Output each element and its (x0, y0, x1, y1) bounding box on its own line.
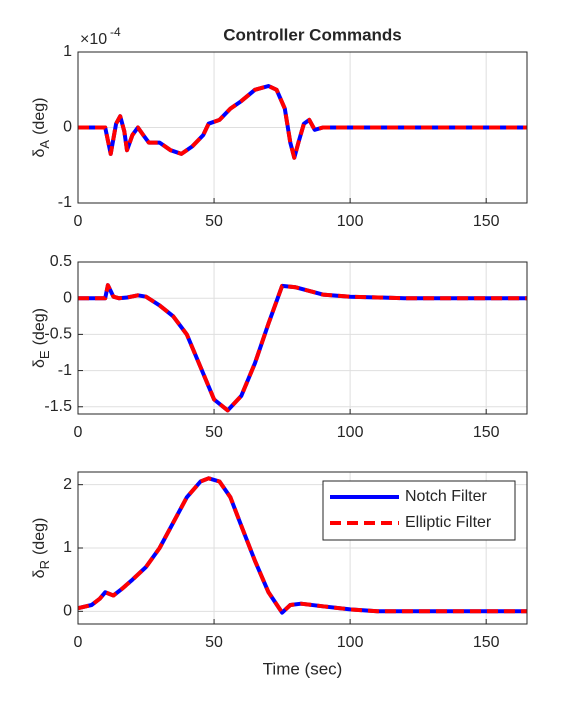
x-tick-label: 100 (337, 213, 364, 230)
x-tick-label: 150 (473, 213, 500, 230)
y-label-unit: (deg) (31, 98, 48, 135)
y-label-unit: (deg) (31, 518, 48, 555)
x-tick-label: 0 (74, 634, 83, 651)
chart-title: Controller Commands (223, 25, 402, 44)
y-tick-label: 0 (63, 289, 72, 306)
axes-frame (77, 471, 528, 625)
x-tick-label: 0 (74, 213, 83, 230)
x-axis-label: Time (sec) (263, 659, 343, 678)
series-line (78, 283, 527, 413)
x-tick-label: 150 (473, 634, 500, 651)
y-label-symbol: δ (31, 148, 48, 157)
series-line (77, 476, 527, 615)
y-label-subscript: R (37, 560, 52, 569)
legend-box (322, 480, 516, 541)
axes-frame (77, 261, 528, 415)
legend-label: Elliptic Filter (405, 514, 492, 531)
y-tick-label: 2 (63, 476, 72, 493)
y-label-unit: (deg) (31, 308, 48, 345)
x-tick-label: 100 (337, 634, 364, 651)
x-tick-label: 150 (473, 424, 500, 441)
y-tick-label: 1 (63, 539, 72, 556)
y-axis-label: δA (deg) (31, 98, 52, 158)
y-exponent: ×10 (80, 31, 107, 48)
y-tick-label: 0 (63, 119, 72, 136)
axes-frame (77, 51, 528, 204)
y-label-symbol: δ (31, 569, 48, 578)
y-tick-label: 1 (63, 43, 72, 60)
y-label-symbol: δ (31, 359, 48, 368)
subplot: 0 50 100 150 0 1 2 δR (deg) Time (sec) Notch Filte… (31, 471, 528, 678)
x-tick-label: 50 (205, 634, 223, 651)
y-exponent-power: -4 (110, 25, 121, 39)
y-tick-label: -1 (58, 194, 72, 211)
y-tick-label: 0 (63, 603, 72, 620)
x-tick-label: 100 (337, 424, 364, 441)
y-tick-label: -0.5 (44, 326, 72, 343)
subplot: 0 50 100 150 -1.5 -1 -0.5 0 0.5 δE (deg) (31, 253, 528, 441)
y-axis-label: δR (deg) (31, 518, 52, 579)
y-label-subscript: E (37, 350, 52, 359)
series-line (78, 84, 527, 160)
y-axis-label: δE (deg) (31, 308, 52, 368)
x-tick-label: 50 (205, 424, 223, 441)
x-tick-label: 0 (74, 424, 83, 441)
y-tick-label: -1.5 (44, 398, 72, 415)
legend-label: Notch Filter (405, 488, 487, 505)
y-tick-label: 0.5 (50, 253, 72, 270)
y-tick-label: -1 (58, 362, 72, 379)
x-tick-label: 50 (205, 213, 223, 230)
plot-area (78, 262, 527, 414)
y-label-subscript: A (37, 140, 52, 149)
